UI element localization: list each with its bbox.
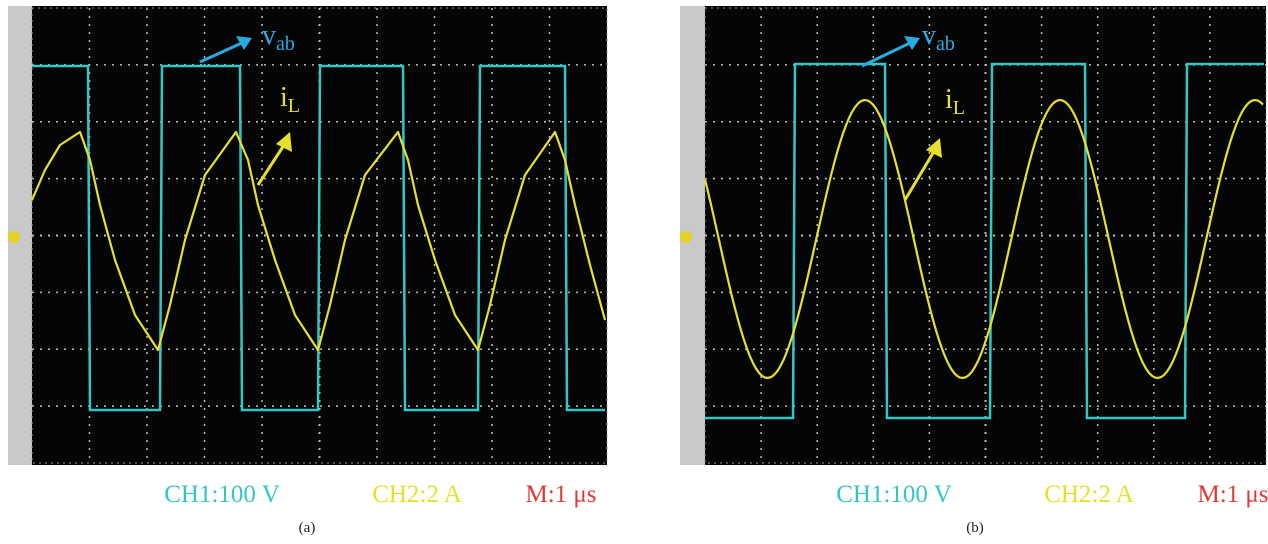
current-subscript: L xyxy=(953,97,965,119)
current-subscript: L xyxy=(288,95,300,117)
channel1-setting: CH1:100 V xyxy=(836,481,952,508)
ground-marker xyxy=(680,231,692,243)
voltage-symbol: v xyxy=(262,20,276,51)
channel2-setting: CH2:2 A xyxy=(372,481,462,508)
voltage-subscript: ab xyxy=(936,33,955,55)
figure: vabiLCH1:100 VCH2:2 AM:1 μs(a)vabiLCH1:1… xyxy=(0,0,1268,544)
channel1-setting: CH1:100 V xyxy=(164,481,280,508)
panel-caption: (a) xyxy=(299,520,316,536)
timebase-setting: M:1 μs xyxy=(525,481,596,508)
voltage-symbol: v xyxy=(922,20,936,51)
voltage-subscript: ab xyxy=(276,33,295,55)
timebase-setting: M:1 μs xyxy=(1197,481,1268,508)
channel2-setting: CH2:2 A xyxy=(1044,481,1134,508)
ground-marker xyxy=(8,231,20,243)
panel-caption: (b) xyxy=(966,520,984,536)
